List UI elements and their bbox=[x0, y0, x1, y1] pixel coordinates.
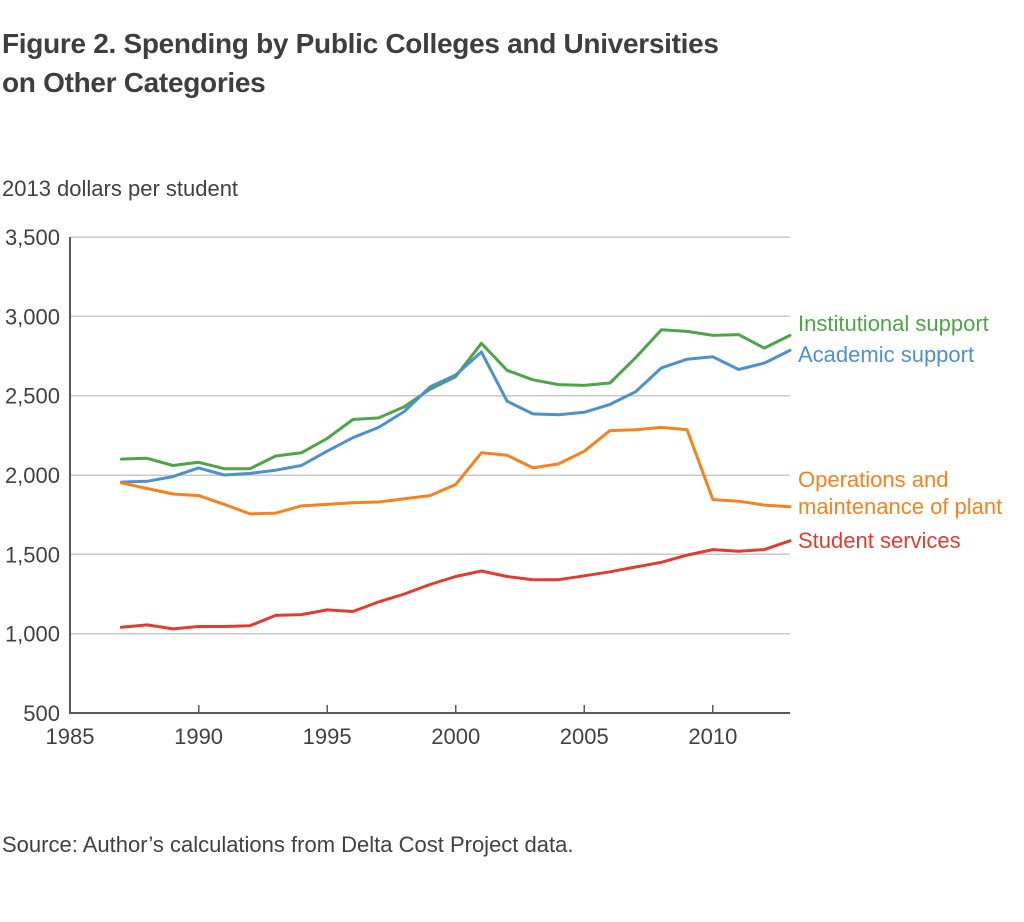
series-line-student-services bbox=[119, 539, 792, 631]
axis-lines bbox=[69, 237, 790, 714]
series-line-operations-and-maintenance-of-plant bbox=[119, 425, 792, 516]
source-note: Source: Author’s calculations from Delta… bbox=[2, 832, 574, 857]
series-line-institutional-support bbox=[119, 328, 792, 471]
x-tick-label-2005: 2005 bbox=[560, 724, 609, 749]
y-tick-label-1000: 1,000 bbox=[5, 622, 60, 647]
series-line-academic-support bbox=[119, 348, 792, 484]
series-label-academic-support: Academic support bbox=[798, 342, 975, 367]
series-label-institutional-support: Institutional support bbox=[798, 311, 989, 336]
y-tick-label-2000: 2,000 bbox=[5, 463, 60, 488]
series-label-student-services: Student services bbox=[798, 528, 961, 553]
y-axis-units-label: 2013 dollars per student bbox=[2, 176, 239, 201]
x-tick-label-1985: 1985 bbox=[46, 724, 95, 749]
y-tick-label-2500: 2,500 bbox=[5, 384, 60, 409]
figure-title-line-1: Figure 2. Spending by Public Colleges an… bbox=[2, 28, 719, 59]
figure-title: Figure 2. Spending by Public Colleges an… bbox=[2, 24, 719, 102]
x-tick-label-1990: 1990 bbox=[174, 724, 223, 749]
x-tick-label-2000: 2000 bbox=[431, 724, 480, 749]
x-tick-label-2010: 2010 bbox=[688, 724, 737, 749]
series-label-operations-and-maintenance-of-plant: Operations and maintenance of plant bbox=[798, 467, 1003, 519]
chart-canvas: 500 1,000 1,500 2,000 2,500 3,000 3,500 1985 199… bbox=[5, 225, 792, 749]
x-tick-label-1995: 1995 bbox=[303, 724, 352, 749]
figure-title-line-2: on Other Categories bbox=[2, 67, 266, 98]
y-tick-label-1500: 1,500 bbox=[5, 542, 60, 567]
y-tick-label-3000: 3,000 bbox=[5, 304, 60, 329]
y-tick-label-500: 500 bbox=[23, 701, 60, 726]
y-tick-label-3500: 3,500 bbox=[5, 225, 60, 250]
